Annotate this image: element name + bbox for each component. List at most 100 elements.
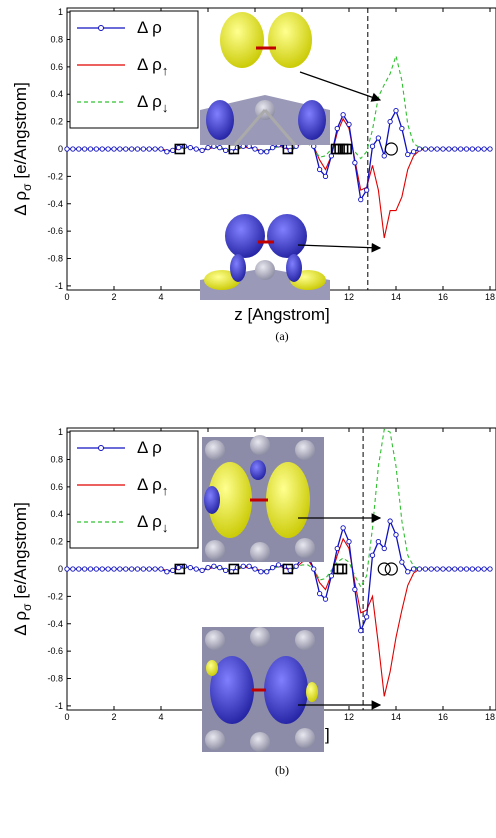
data-point: [429, 567, 433, 571]
data-point: [341, 526, 345, 530]
y-tick-label: -0.6: [47, 646, 63, 656]
data-point: [370, 553, 374, 557]
data-point: [411, 567, 415, 571]
data-point: [323, 597, 327, 601]
data-point: [100, 147, 104, 151]
data-point: [394, 533, 398, 537]
data-point: [218, 145, 222, 149]
y-axis-label-sub: σ: [20, 183, 34, 191]
data-point: [171, 148, 175, 152]
y-tick-label: 0.8: [50, 34, 63, 44]
y-tick-label: -0.2: [47, 171, 63, 181]
y-tick-label: -1: [55, 701, 63, 711]
x-tick-label: 12: [344, 292, 354, 302]
data-point: [88, 147, 92, 151]
data-point: [376, 136, 380, 140]
data-point: [382, 154, 386, 158]
x-axis-label: z [Angstrom]: [234, 305, 329, 324]
data-point: [488, 567, 492, 571]
data-point: [276, 563, 280, 567]
data-point: [223, 148, 227, 152]
data-point: [71, 567, 75, 571]
data-point: [206, 565, 210, 569]
data-point: [323, 174, 327, 178]
x-tick-label: 18: [485, 712, 495, 722]
legend-label-main: Δ ρ: [137, 512, 162, 531]
data-point: [382, 546, 386, 550]
data-point: [141, 147, 145, 151]
legend-label-main: Δ ρ: [137, 92, 162, 111]
data-point: [417, 567, 421, 571]
data-point: [329, 574, 333, 578]
data-point: [453, 147, 457, 151]
data-point: [223, 568, 227, 572]
x-tick-label: 16: [438, 712, 448, 722]
data-point: [488, 147, 492, 151]
data-point: [112, 147, 116, 151]
data-point: [118, 147, 122, 151]
data-point: [129, 567, 133, 571]
inset: [202, 435, 324, 562]
data-point: [135, 567, 139, 571]
x-tick-label: 0: [64, 292, 69, 302]
x-tick-label: 14: [391, 712, 401, 722]
data-point: [429, 147, 433, 151]
inset: [200, 212, 330, 300]
data-point: [159, 567, 163, 571]
legend-label-sub: ↑: [162, 483, 169, 498]
data-point: [341, 113, 345, 117]
y-axis-label: Δ ρσ[e/Angstrom]: [11, 502, 34, 636]
data-point: [270, 565, 274, 569]
data-point: [317, 591, 321, 595]
legend-label-main: Δ ρ: [137, 55, 162, 74]
data-point: [188, 565, 192, 569]
y-axis-label-sub: σ: [20, 603, 34, 611]
legend-label-sub: ↑: [162, 63, 169, 78]
data-point: [65, 567, 69, 571]
data-point: [464, 567, 468, 571]
data-point: [259, 570, 263, 574]
data-point: [359, 628, 363, 632]
data-point: [88, 567, 92, 571]
data-point: [335, 546, 339, 550]
data-point: [411, 150, 415, 154]
y-tick-label: 0.4: [50, 89, 63, 99]
data-point: [406, 152, 410, 156]
y-tick-label: -0.4: [47, 619, 63, 629]
y-tick-label: -0.2: [47, 591, 63, 601]
data-point: [265, 150, 269, 154]
data-point: [153, 567, 157, 571]
data-point: [171, 568, 175, 572]
data-point: [176, 565, 180, 569]
data-point: [476, 567, 480, 571]
data-point: [458, 147, 462, 151]
data-point: [124, 567, 128, 571]
data-point: [294, 564, 298, 568]
data-point: [71, 147, 75, 151]
y-tick-label: 1: [58, 427, 63, 437]
data-point: [423, 567, 427, 571]
data-point: [200, 148, 204, 152]
y-tick-label: 0.6: [50, 62, 63, 72]
data-point: [347, 539, 351, 543]
data-point: [153, 147, 157, 151]
data-point: [482, 567, 486, 571]
data-point: [447, 147, 451, 151]
y-axis-label-main: Δ ρ: [11, 191, 30, 216]
data-point: [159, 147, 163, 151]
data-point: [200, 568, 204, 572]
y-axis-label: Δ ρσ[e/Angstrom]: [11, 82, 34, 216]
data-point: [188, 145, 192, 149]
data-point: [435, 147, 439, 151]
data-point: [241, 564, 245, 568]
data-point: [65, 147, 69, 151]
data-point: [194, 567, 198, 571]
legend-label-main: Δ ρ: [137, 475, 162, 494]
y-tick-label: -0.8: [47, 674, 63, 684]
x-tick-label: 4: [158, 712, 163, 722]
data-point: [265, 570, 269, 574]
data-point: [77, 567, 81, 571]
data-point: [464, 147, 468, 151]
data-point: [359, 197, 363, 201]
data-point: [165, 150, 169, 154]
